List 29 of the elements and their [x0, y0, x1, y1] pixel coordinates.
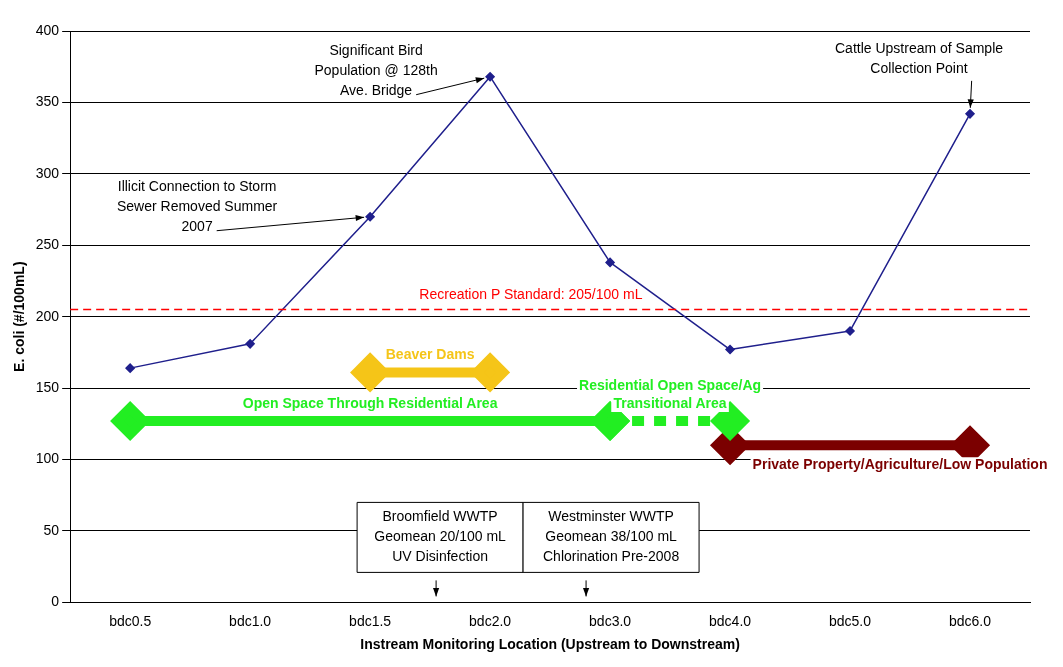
x-tick-label: bdc6.0 — [948, 612, 992, 629]
y-tick-label: 0 — [51, 593, 60, 610]
x-tick-label: bdc1.0 — [229, 612, 272, 629]
x-tick-label: bdc1.5 — [349, 612, 392, 629]
annotation: Westminster WWTP Geomean 38/100 mL Chlorination Pre-2008 — [542, 508, 680, 565]
x-tick-label: bdc0.5 — [109, 612, 152, 629]
x-tick-label: bdc5.0 — [829, 612, 872, 629]
x-tick-label: bdc4.0 — [709, 612, 752, 629]
series-label: Beaver Dams — [385, 346, 475, 363]
series-label: Private Property/Agriculture/Low Population — [752, 456, 1048, 473]
annotation: Broomfield WWTP Geomean 20/100 mL UV Disinfection — [374, 508, 507, 565]
series-label: Residential Open Space/Ag Transitional Area — [579, 376, 762, 411]
y-tick-label: 50 — [43, 521, 60, 538]
annotation: Cattle Upstream of Sample Collection Point — [834, 39, 1004, 76]
x-tick-label: bdc2.0 — [469, 612, 512, 629]
y-tick-label: 150 — [35, 378, 60, 395]
y-tick-label: 300 — [35, 164, 60, 181]
y-tick-label: 400 — [35, 21, 60, 38]
annotation: Illicit Connection to Storm Sewer Removed Summer 2007 — [116, 177, 278, 234]
series-label: Open Space Through Residential Area — [242, 394, 498, 411]
x-axis-title: Instream Monitoring Location (Upstream to Downstream) — [360, 636, 740, 653]
y-axis-title: E. coli (#/100mL) — [11, 261, 28, 372]
ref-line-label: Recreation P Standard: 205/100 mL — [419, 286, 643, 303]
y-tick-label: 100 — [35, 450, 60, 467]
x-tick-label: bdc3.0 — [589, 612, 632, 629]
y-tick-label: 250 — [35, 236, 60, 253]
y-tick-label: 350 — [35, 93, 60, 110]
annotation: Significant Bird Population @ 128th Ave. Bridge — [314, 41, 438, 98]
y-tick-label: 200 — [35, 307, 60, 324]
